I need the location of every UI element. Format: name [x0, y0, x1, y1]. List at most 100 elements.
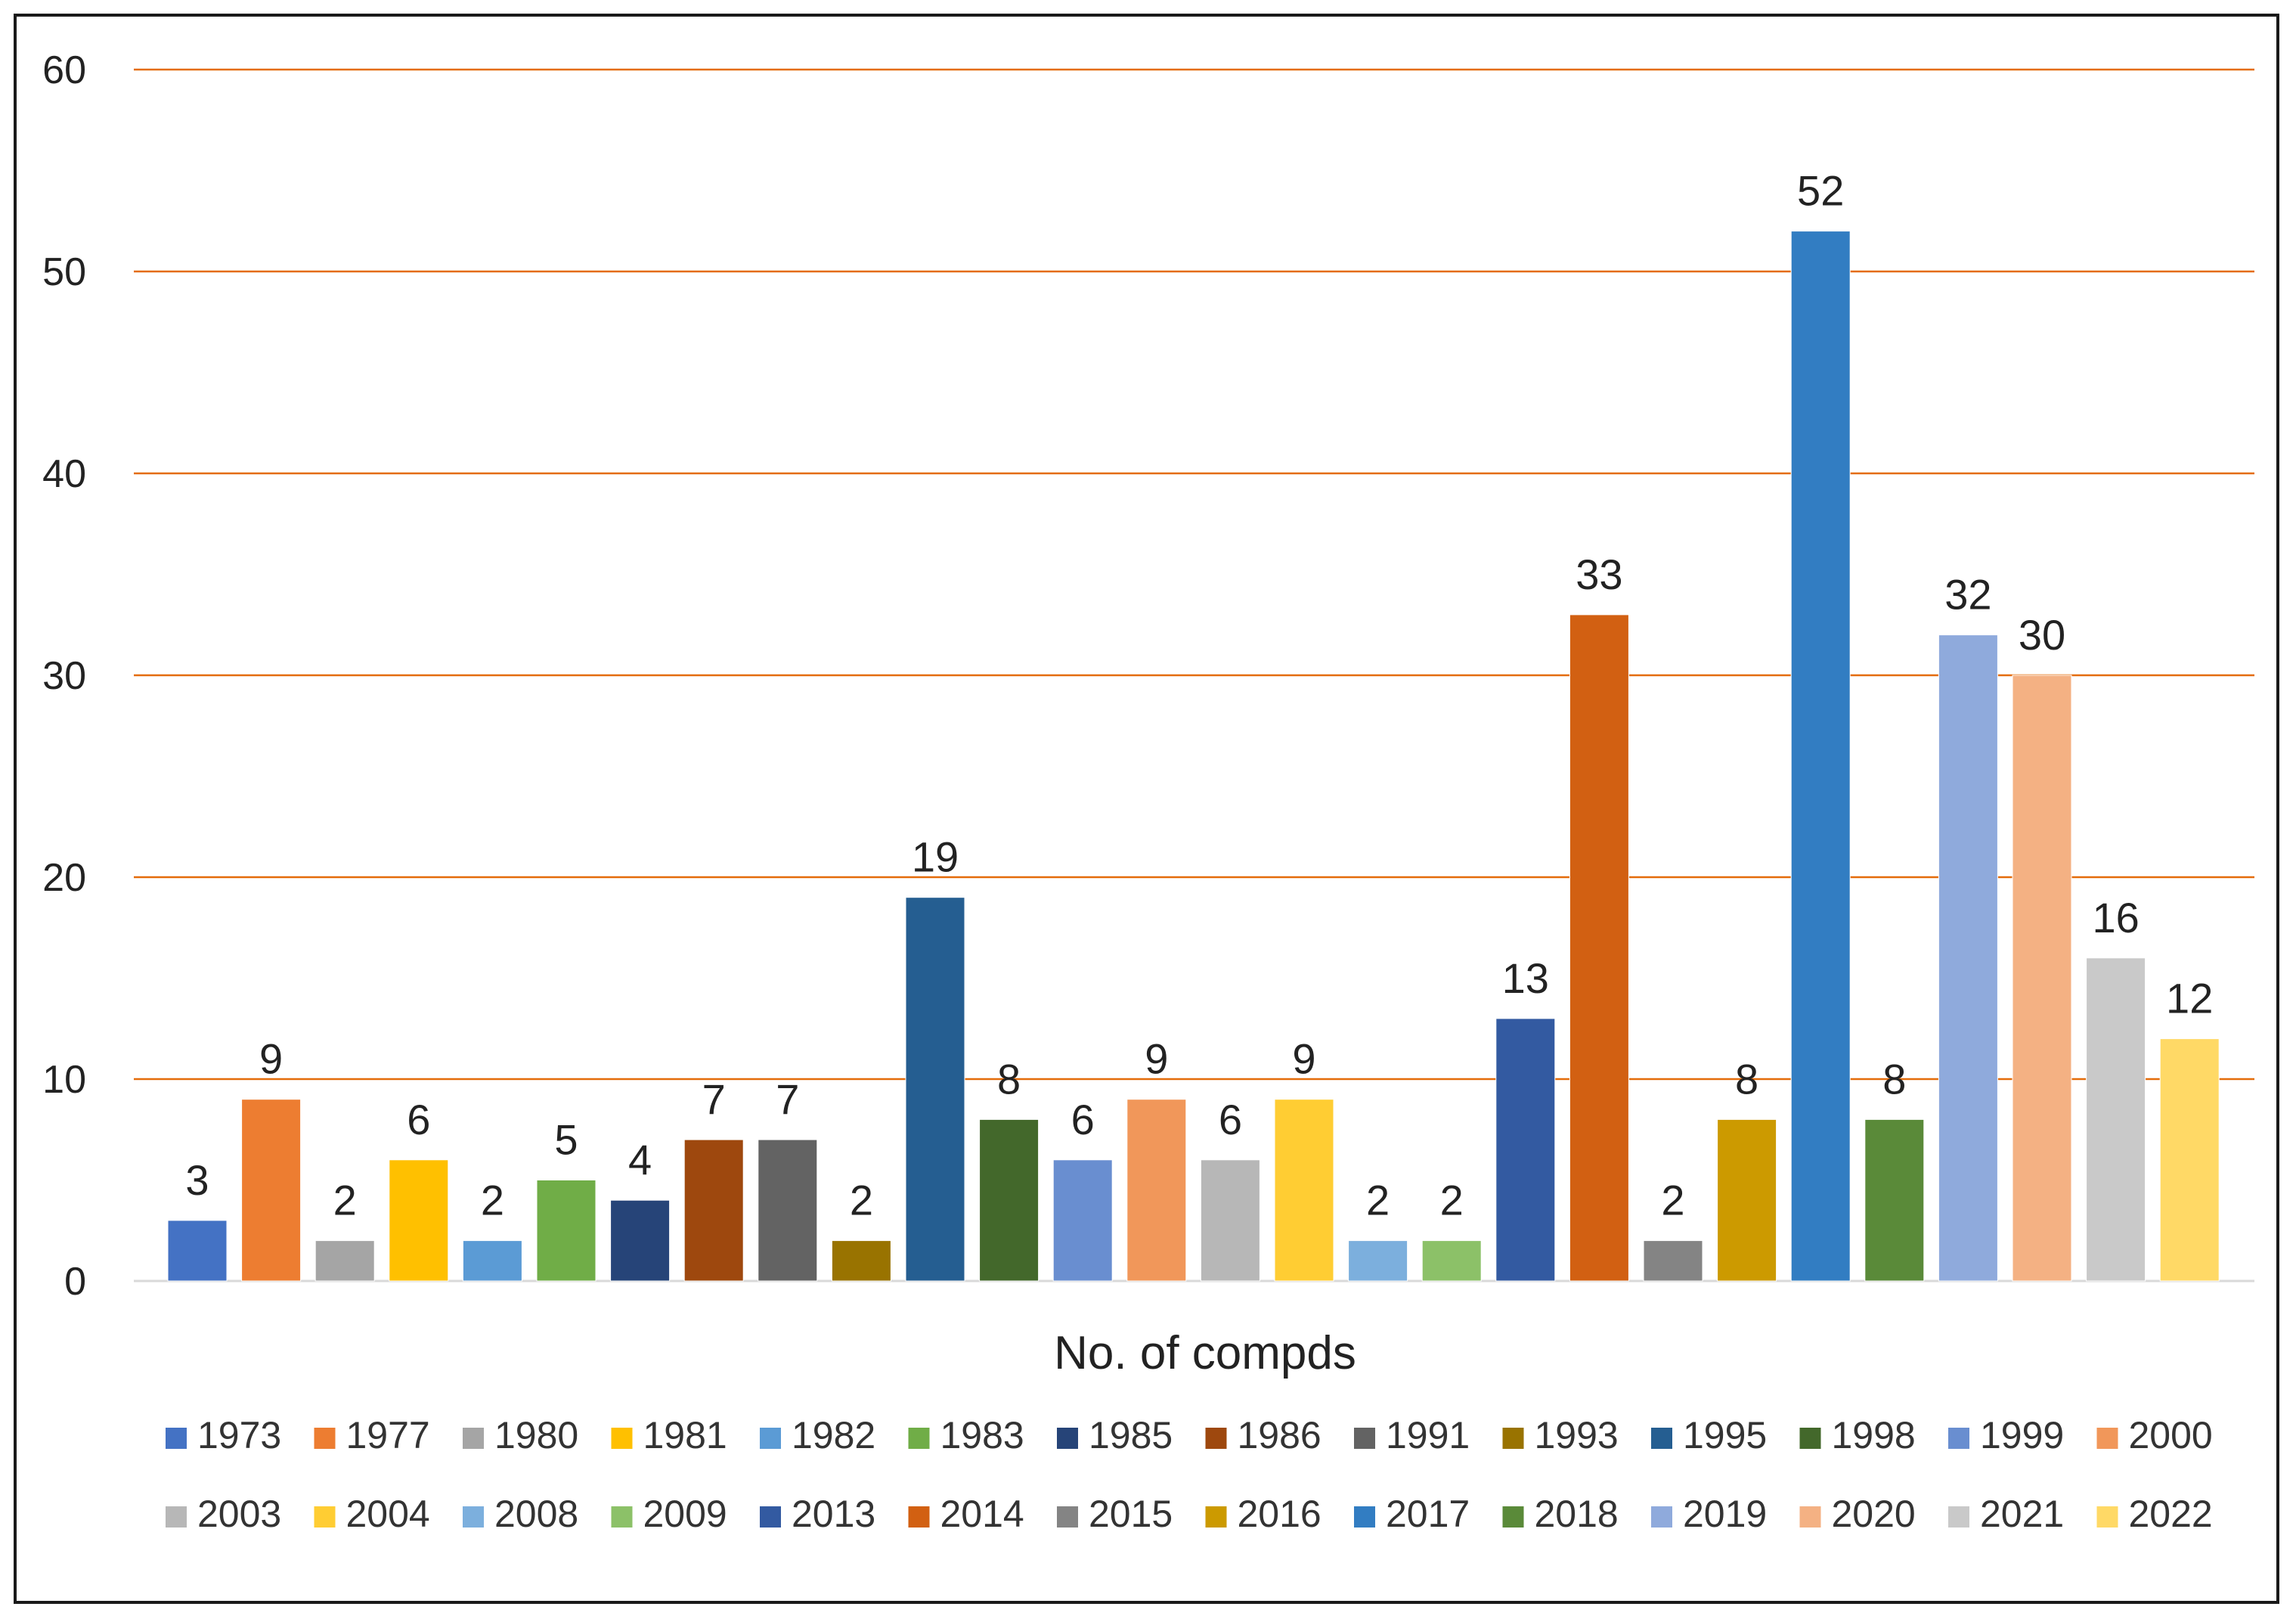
- legend-label-2015: 2015: [1089, 1493, 1173, 1535]
- legend-swatch-2017: [1354, 1506, 1375, 1528]
- legend-swatch-1982: [760, 1428, 781, 1449]
- legend-label-2004: 2004: [346, 1493, 430, 1535]
- y-tick-label: 30: [42, 654, 86, 698]
- data-label-1995: 19: [912, 833, 959, 881]
- legend-label-2020: 2020: [1832, 1493, 1916, 1535]
- bar-1986: [683, 1139, 744, 1282]
- data-label-2008: 2: [1366, 1177, 1390, 1224]
- bar-2014: [1569, 614, 1629, 1282]
- legend-label-2014: 2014: [940, 1493, 1024, 1535]
- legend-swatch-1983: [908, 1428, 930, 1449]
- legend-label-2009: 2009: [643, 1493, 727, 1535]
- data-label-2017: 52: [1797, 167, 1844, 215]
- bar-2018: [1864, 1118, 1925, 1282]
- legend-swatch-2004: [314, 1506, 336, 1528]
- chart-frame: 0 10 20 30 40 50 60 3 9 2 6 2 5 4 7 7 2 19 8 6 9 6 9 2 2 13 33 2 8 5…: [14, 14, 2279, 1604]
- legend-swatch-2019: [1651, 1506, 1672, 1528]
- legend-label-1998: 1998: [1832, 1414, 1916, 1456]
- legend-swatch-2009: [611, 1506, 633, 1528]
- legend-swatch-1999: [1948, 1428, 1969, 1449]
- bar-2020: [2012, 675, 2072, 1282]
- legend-label-2003: 2003: [197, 1493, 281, 1535]
- bar-1981: [389, 1159, 449, 1282]
- bar-1983: [536, 1180, 596, 1282]
- y-tick-label: 50: [42, 250, 86, 294]
- data-label-2004: 9: [1292, 1035, 1315, 1083]
- legend-swatch-2022: [2096, 1506, 2118, 1528]
- bar-1993: [831, 1240, 891, 1282]
- bar-2021: [2086, 957, 2146, 1282]
- data-label-1986: 7: [702, 1075, 726, 1123]
- y-tick-label: 20: [42, 856, 86, 900]
- legend: 1973 1977 1980 1981 1982 1983 1985 1986 1991 1993…: [166, 1414, 2213, 1535]
- legend-label-2021: 2021: [1980, 1493, 2064, 1535]
- data-label-1977: 9: [259, 1035, 283, 1083]
- bar-2003: [1200, 1159, 1260, 1282]
- legend-label-1980: 1980: [494, 1414, 578, 1456]
- bar-2017: [1790, 231, 1851, 1282]
- data-label-2022: 12: [2166, 975, 2213, 1022]
- legend-label-2000: 2000: [2129, 1414, 2213, 1456]
- y-tick-label: 40: [42, 452, 86, 496]
- bar-1985: [610, 1199, 671, 1282]
- bar-2019: [1938, 634, 1998, 1282]
- data-label-1993: 2: [850, 1177, 873, 1224]
- data-label-2021: 16: [2092, 894, 2139, 941]
- bar-2008: [1348, 1240, 1408, 1282]
- legend-swatch-2021: [1948, 1506, 1969, 1528]
- data-label-1998: 8: [997, 1055, 1021, 1103]
- legend-label-2016: 2016: [1238, 1493, 1322, 1535]
- bar-1977: [241, 1099, 302, 1282]
- legend-label-1993: 1993: [1535, 1414, 1619, 1456]
- y-tick-label: 60: [42, 48, 86, 92]
- bar-2022: [2159, 1038, 2220, 1282]
- bars: [167, 231, 2220, 1282]
- gridlines: [134, 68, 2254, 1282]
- bar-2013: [1495, 1018, 1556, 1282]
- legend-swatch-1981: [611, 1428, 633, 1449]
- data-label-2013: 13: [1502, 954, 1549, 1002]
- data-label-1991: 7: [776, 1075, 799, 1123]
- data-label-2015: 2: [1661, 1177, 1684, 1224]
- bar-2015: [1643, 1240, 1703, 1282]
- data-label-2003: 6: [1219, 1096, 1242, 1143]
- data-label-2019: 32: [1944, 571, 1991, 619]
- legend-swatch-1973: [166, 1428, 187, 1449]
- bar-2000: [1126, 1099, 1187, 1282]
- data-label-1983: 5: [554, 1116, 578, 1164]
- data-label-2018: 8: [1882, 1055, 1906, 1103]
- bar-1995: [905, 897, 965, 1282]
- legend-label-2018: 2018: [1535, 1493, 1619, 1535]
- legend-swatch-1998: [1799, 1428, 1821, 1449]
- legend-swatch-1977: [314, 1428, 336, 1449]
- y-tick-label: 10: [42, 1058, 86, 1102]
- legend-label-2008: 2008: [494, 1493, 578, 1535]
- bar-1980: [314, 1240, 375, 1282]
- legend-label-1983: 1983: [940, 1414, 1024, 1456]
- bar-1973: [167, 1220, 228, 1282]
- legend-swatch-2015: [1057, 1506, 1078, 1528]
- legend-swatch-2013: [760, 1506, 781, 1528]
- legend-label-1999: 1999: [1980, 1414, 2064, 1456]
- bar-1998: [979, 1118, 1040, 1282]
- data-label-1999: 6: [1071, 1096, 1095, 1143]
- y-axis: 0 10 20 30 40 50 60: [42, 48, 86, 1304]
- legend-label-1977: 1977: [346, 1414, 430, 1456]
- legend-swatch-1985: [1057, 1428, 1078, 1449]
- data-label-2014: 33: [1576, 551, 1622, 598]
- legend-label-1991: 1991: [1386, 1414, 1470, 1456]
- legend-swatch-2016: [1205, 1506, 1227, 1528]
- legend-swatch-2003: [166, 1506, 187, 1528]
- data-label-1981: 6: [407, 1096, 430, 1143]
- legend-swatch-1991: [1354, 1428, 1375, 1449]
- legend-label-1985: 1985: [1089, 1414, 1173, 1456]
- legend-label-1973: 1973: [197, 1414, 281, 1456]
- bar-2016: [1717, 1118, 1777, 1282]
- legend-label-2013: 2013: [792, 1493, 875, 1535]
- data-label-1980: 2: [333, 1177, 357, 1224]
- data-label-2020: 30: [2019, 611, 2065, 659]
- legend-swatch-2020: [1799, 1506, 1821, 1528]
- legend-label-1981: 1981: [643, 1414, 727, 1456]
- data-label-1985: 4: [628, 1136, 652, 1183]
